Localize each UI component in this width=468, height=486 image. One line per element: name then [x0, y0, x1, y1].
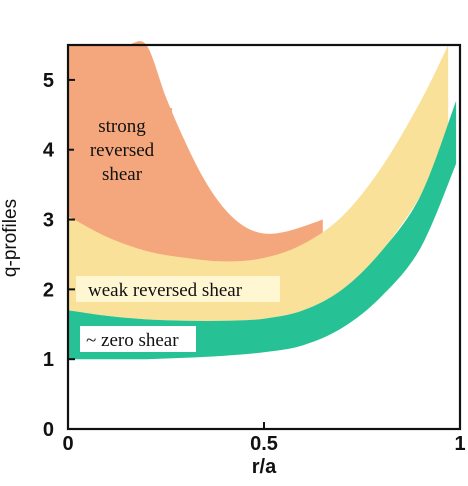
- band-0: [68, 41, 323, 264]
- y-axis-title: q-profiles: [0, 199, 21, 277]
- y-tick-label: 2: [43, 279, 54, 301]
- strong-label-line-3: shear: [102, 164, 143, 185]
- y-tick-label: 3: [43, 210, 54, 232]
- x-tick-label: 0.5: [250, 433, 278, 455]
- zero-label-box: [80, 326, 196, 352]
- y-tick-label: 0: [43, 419, 54, 441]
- x-tick-label: 1: [454, 433, 465, 455]
- zero-label: ~ zero shear: [86, 330, 179, 351]
- weak-label: weak reversed shear: [88, 280, 243, 301]
- band-layer: [68, 41, 457, 360]
- strong-label-line-1: strong: [98, 116, 146, 137]
- y-tick-label: 5: [43, 70, 54, 92]
- strong-label-line-2: reversed: [90, 140, 155, 161]
- band-2: [68, 100, 457, 360]
- y-tick-label: 1: [43, 349, 54, 371]
- x-tick-label: 0: [62, 433, 73, 455]
- weak-label-box: [76, 276, 280, 302]
- y-tick-label: 4: [43, 140, 55, 162]
- tick-layer: 0 1 2 3 4 5 0 0.5 1: [43, 70, 466, 455]
- x-axis-title: r/a: [252, 456, 277, 478]
- band-1: [68, 45, 449, 321]
- strong-label-box: [74, 108, 172, 190]
